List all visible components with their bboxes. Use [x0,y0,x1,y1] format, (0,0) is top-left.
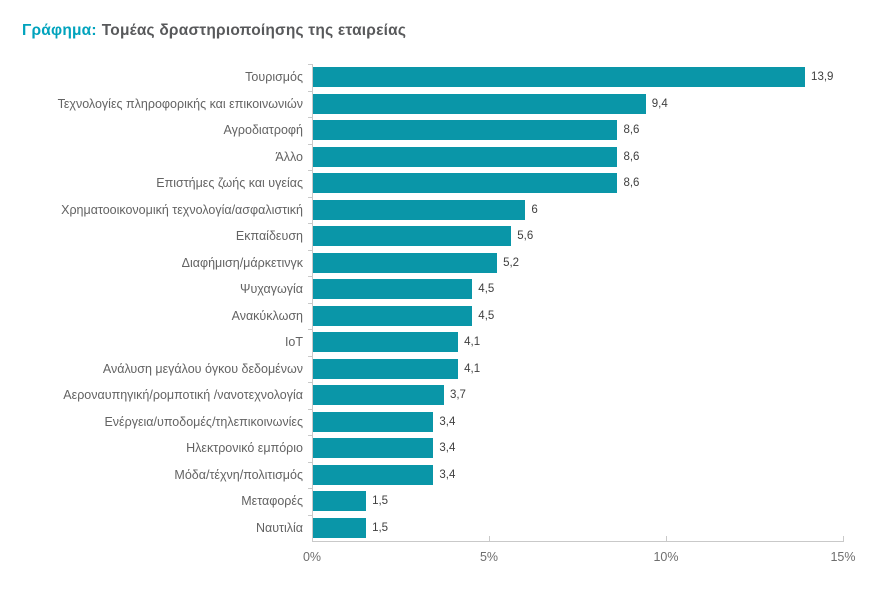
category-label: Αεροναυπηγική/ρομποτική /νανοτεχνολογία [63,388,303,402]
y-axis-tick [308,223,312,224]
y-axis-tick [308,382,312,383]
value-label: 5,2 [503,256,520,269]
bar [313,146,618,167]
y-axis-tick [308,356,312,357]
y-axis-tick [308,329,312,330]
x-axis-tick [666,536,667,541]
value-label: 3,7 [449,389,466,401]
value-label: 1,5 [372,521,389,534]
y-axis-tick [308,117,312,118]
category-label: Ενέργεια/υποδομές/τηλεπικοινωνίες [104,414,303,429]
x-axis-tick-label: 5% [479,550,499,564]
value-label: 8,6 [623,150,640,163]
category-label: Άλλο [275,149,303,164]
value-label: 8,6 [623,124,640,136]
y-axis-tick [308,488,312,489]
bar [313,438,434,459]
category-label: Χρηματοοικονομική τεχνολογία/ασφαλιστική [61,202,303,217]
bar [313,358,459,379]
x-axis-tick [843,536,844,541]
category-label: IoT [284,335,303,349]
bar [313,279,473,300]
bar [313,305,473,326]
chart-title-prefix: Γράφημα: [22,22,97,39]
category-label: Αγροδιατροφή [223,123,303,137]
category-label: Ηλεκτρονικό εμπόριο [186,441,303,455]
chart-title-text: Τομέας δραστηριοποίησης της εταιρείας [101,22,407,39]
category-label: Ανάλυση μεγάλου όγκου δεδομένων [102,361,303,376]
y-axis-tick [308,144,312,145]
value-label: 4,1 [464,336,481,348]
category-label: Τουρισμός [245,70,303,84]
y-axis-tick [308,462,312,463]
y-axis-tick [308,409,312,410]
category-label: Ναυτιλία [255,520,303,535]
bar [313,385,444,406]
value-label: 3,4 [439,415,456,428]
bar [313,120,618,141]
value-label: 4,1 [464,362,481,375]
bar [313,252,498,273]
value-label: 8,6 [623,177,640,189]
category-label: Επιστήμες ζωής και υγείας [156,176,303,190]
bar [313,93,646,114]
x-axis-tick-label: 10% [653,550,679,564]
y-axis-tick [308,197,312,198]
y-axis-tick [308,250,312,251]
y-axis-tick [308,91,312,92]
category-label: Μόδα/τέχνη/πολιτισμός [174,467,303,482]
category-label: Ανακύκλωση [231,308,303,323]
value-label: 9,4 [651,97,668,110]
bar [313,464,434,485]
x-axis-tick [489,536,490,541]
value-label: 1,5 [372,495,389,507]
chart-title: Γράφημα: Τομέας δραστηριοποίησης της εται… [22,22,406,40]
value-label: 3,4 [439,468,456,481]
y-axis-tick [308,435,312,436]
value-label: 13,9 [811,71,834,83]
category-labels: Τουρισμός Τεχνολογίες πληροφορικής και επ… [0,64,303,541]
bar [313,332,459,353]
x-axis-labels: 0% 5% 10% 15% [303,550,856,570]
category-label: Εκπαίδευση [235,229,303,243]
x-axis-tick-label: 15% [830,550,856,564]
bar [313,491,367,512]
y-axis-tick [308,515,312,516]
bar [313,67,806,88]
bar [313,517,367,538]
category-label: Ψυχαγωγία [240,282,303,296]
value-label: 5,6 [517,230,534,242]
value-label: 3,4 [439,442,456,454]
value-label: 4,5 [478,309,495,322]
y-axis-tick [308,64,312,65]
bar [313,226,512,247]
y-axis-tick [308,276,312,277]
bar [313,411,434,432]
value-label: 6 [531,203,538,216]
category-label: Διαφήμιση/μάρκετινγκ [181,255,303,270]
y-axis-tick [308,170,312,171]
y-axis-tick [308,303,312,304]
bar [313,199,526,220]
category-label: Μεταφορές [241,494,303,508]
value-label: 4,5 [478,283,495,295]
bar [313,173,618,194]
plot-area: 13,9 9,4 8,6 8,6 8,6 6 5,6 5,2 4,5 4,5 4,1 4,1 3,7 3,… [308,64,844,542]
category-label: Τεχνολογίες πληροφορικής και επικοινωνιώ… [57,96,303,111]
x-axis-tick-label: 0% [302,550,322,564]
